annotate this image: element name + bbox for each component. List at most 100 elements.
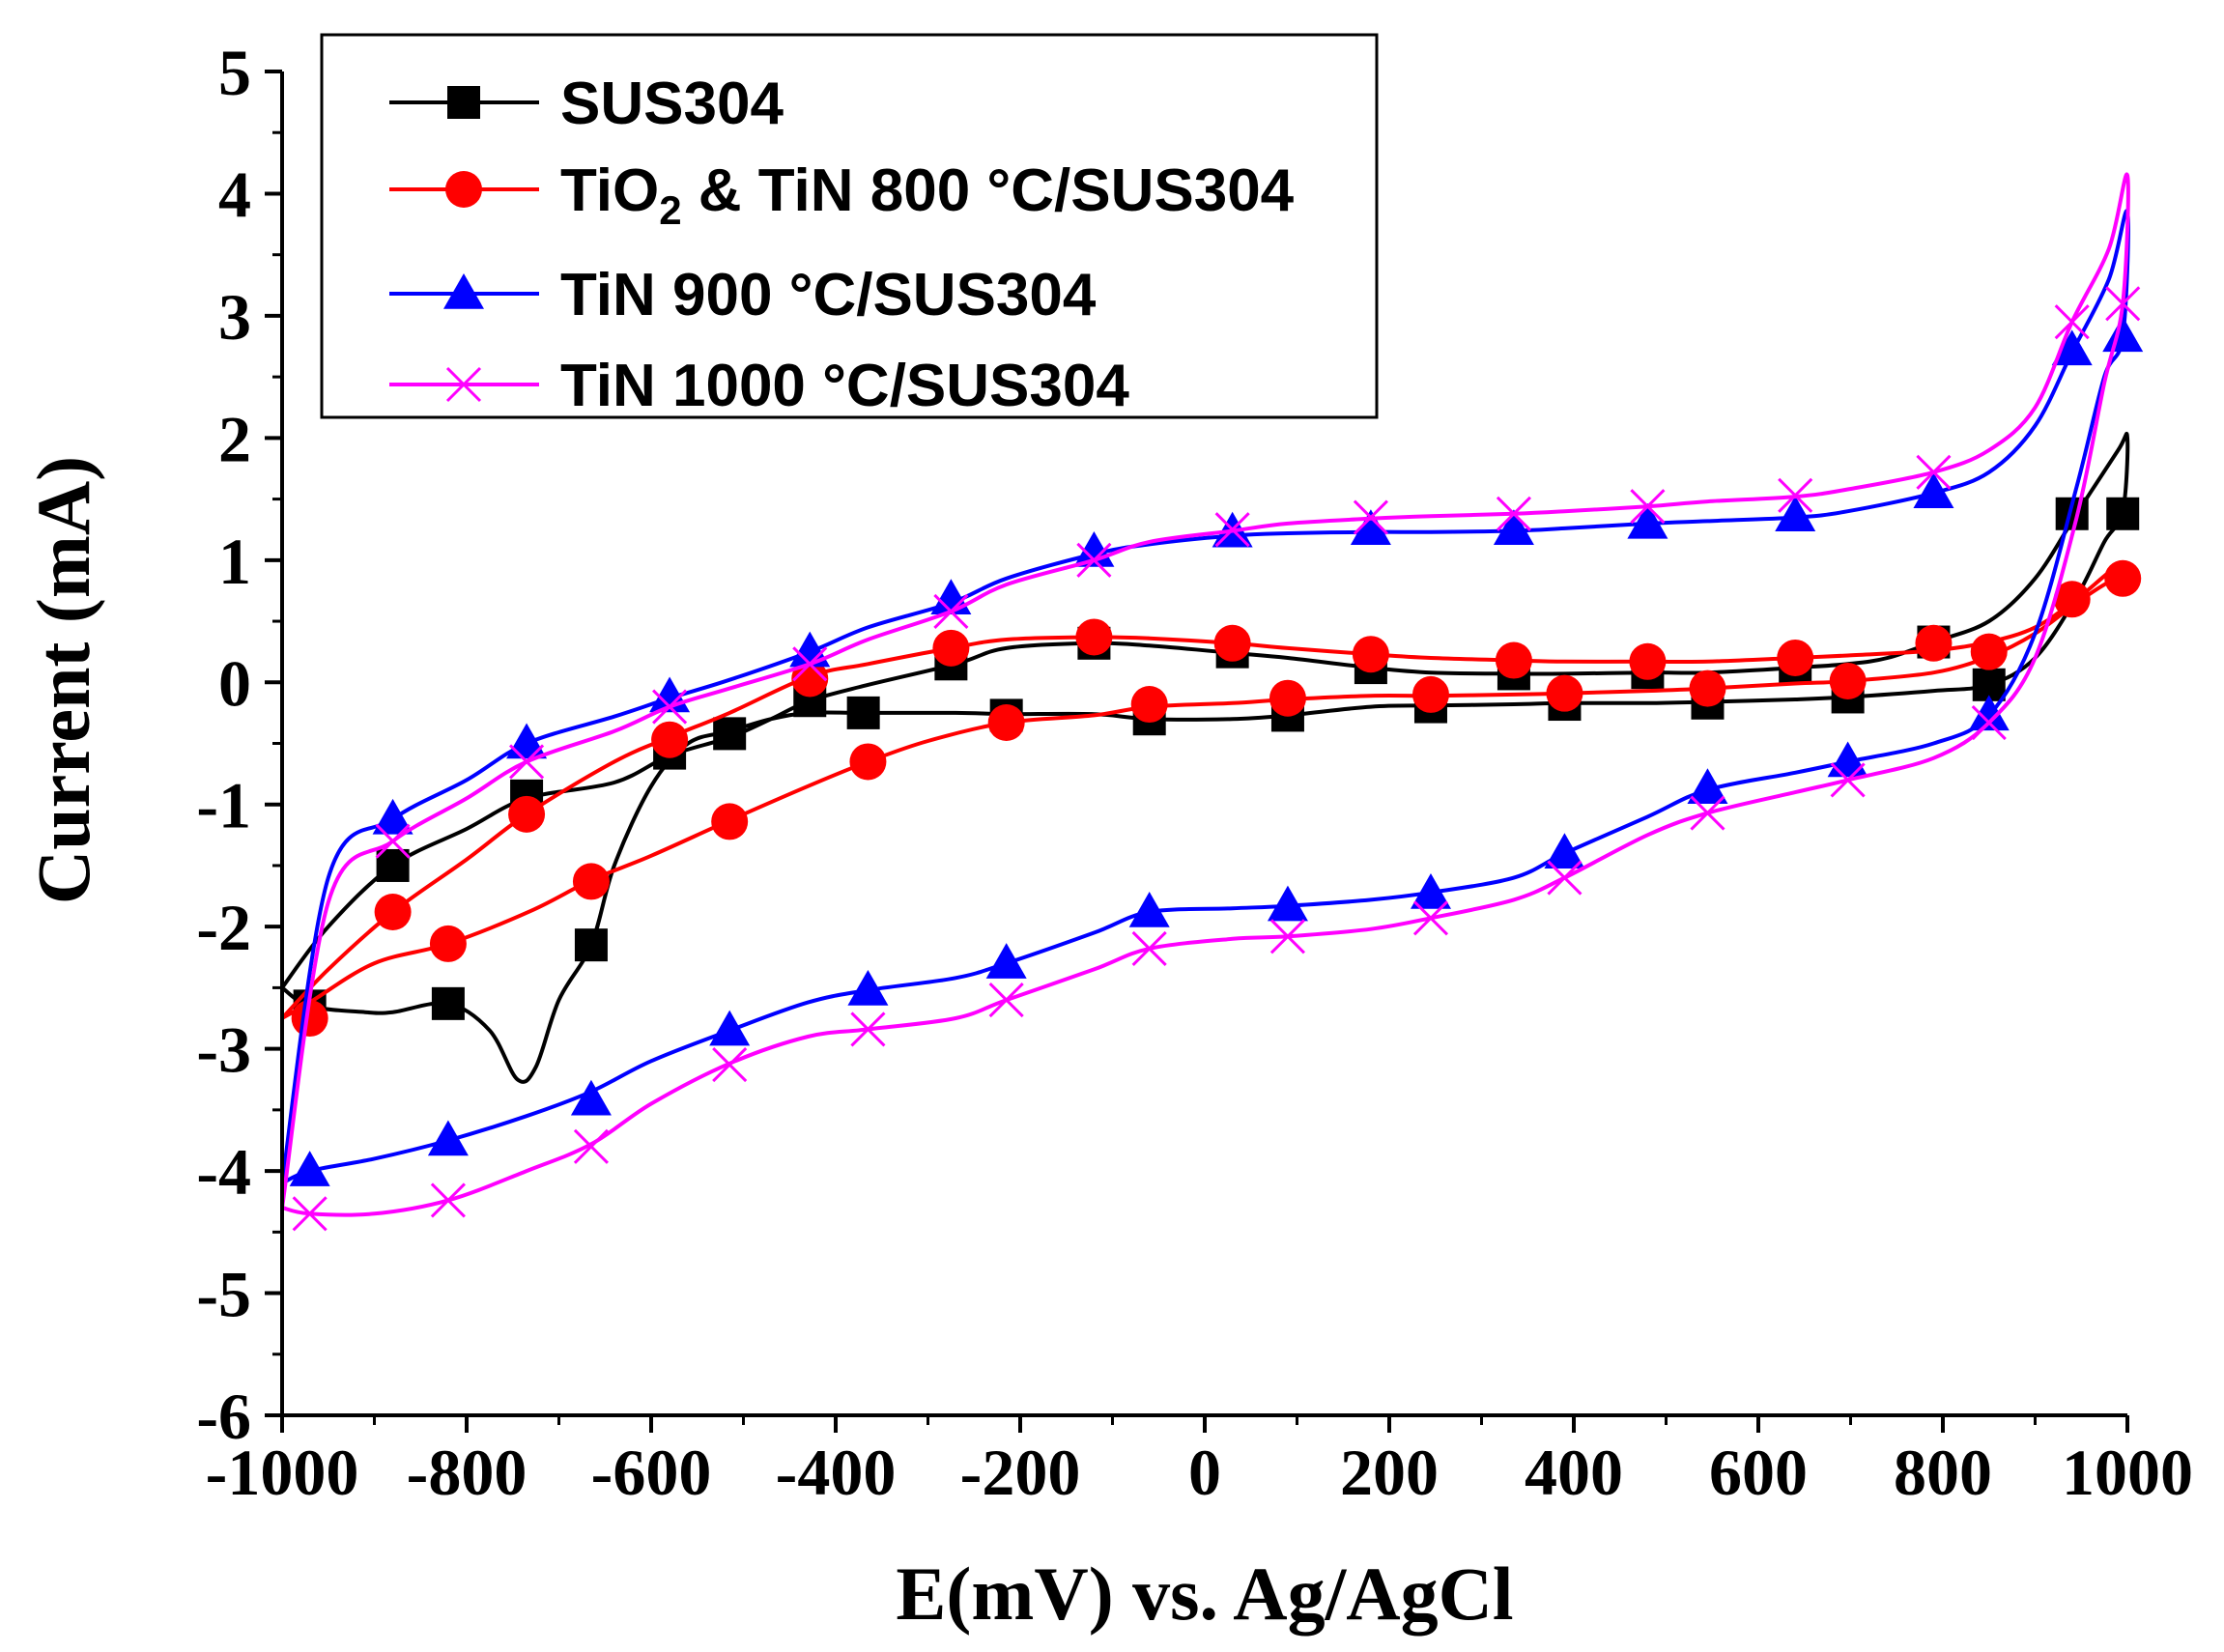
- x-tick-label-6: 200: [1340, 1436, 1439, 1509]
- series-3-marker-26: [2105, 286, 2141, 322]
- legend-item-0: SUS304: [389, 71, 784, 137]
- series-3-marker-23-stroke-b: [1916, 454, 1952, 490]
- y-tick-label-7: 1: [218, 525, 251, 598]
- y-tick-label-5: -1: [196, 769, 251, 842]
- plot-area: [280, 172, 2144, 1232]
- series-1-marker-23: [1915, 624, 1953, 662]
- series-3-marker-11-stroke-b: [1076, 542, 1112, 578]
- series-3-marker-19: [1630, 489, 1666, 525]
- series-2-marker-4: [570, 1079, 612, 1116]
- series-3-marker-22-stroke-b: [1830, 762, 1866, 798]
- series-3-marker-6-stroke-b: [712, 1047, 748, 1083]
- series-2-marker-21: [1775, 496, 1816, 532]
- y-tick-label-11: 5: [218, 36, 251, 109]
- legend-label-2: TiN 900 °C/SUS304: [560, 262, 1097, 328]
- series-3-marker-15-stroke-b: [1353, 499, 1388, 535]
- series-0-marker-1: [376, 848, 410, 882]
- series-3: [280, 172, 2141, 1232]
- y-tick-label-10: 4: [218, 157, 251, 231]
- series-3-marker-21: [1778, 477, 1813, 513]
- series-3-marker-7-stroke-b: [792, 646, 828, 682]
- legend-label-0: SUS304: [560, 71, 784, 137]
- series-3-marker-23: [1916, 454, 1952, 490]
- series-1-marker-16: [1411, 675, 1449, 713]
- series-3-marker-14-stroke-b: [1269, 919, 1306, 954]
- series-1-marker-15: [1352, 636, 1389, 673]
- series-2-marker-16: [1410, 873, 1451, 909]
- series-3-marker-4: [573, 1128, 609, 1164]
- series-3-marker-3-stroke-b: [509, 744, 545, 780]
- series-1-marker-9: [932, 629, 970, 667]
- series-1-marker-20: [1689, 669, 1726, 707]
- series-2-marker-19: [1627, 502, 1668, 539]
- series-3-marker-26-stroke-b: [2105, 286, 2141, 322]
- series-3-marker-18: [1547, 860, 1582, 896]
- series-3-marker-12: [1131, 930, 1167, 967]
- y-axis-title: Current (mA): [21, 456, 105, 904]
- series-3-marker-10-stroke-b: [988, 982, 1024, 1018]
- legend-swatch-marker-3: [445, 366, 482, 403]
- series-3-marker-8-stroke-b: [850, 1011, 886, 1047]
- series-3-marker-13-stroke-b: [1214, 512, 1250, 548]
- y-tick-label-9: 3: [218, 280, 251, 354]
- series-0-marker-8: [846, 696, 880, 729]
- series-1-marker-11: [1075, 618, 1113, 656]
- series-3-marker-20: [1690, 795, 1725, 831]
- series-3-marker-1-stroke-b: [375, 823, 411, 859]
- series-3-marker-20-stroke-b: [1690, 795, 1725, 831]
- series-2-marker-18: [1544, 833, 1585, 869]
- series-0-marker-26: [2106, 497, 2140, 530]
- series-3-marker-3: [509, 744, 545, 780]
- x-tick-label-10: 1000: [2062, 1436, 2193, 1509]
- series-1-marker-17: [1495, 641, 1532, 679]
- axes: -1000 -800 -600 -400 -200 0 200 400 600 800 1000 -6…: [196, 36, 2193, 1509]
- series-2-marker-26: [2102, 316, 2144, 353]
- series-3-marker-11: [1076, 542, 1112, 578]
- series-1-marker-13: [1213, 624, 1251, 662]
- series-2-marker-2: [427, 1120, 469, 1156]
- series-2-marker-12: [1128, 892, 1170, 927]
- x-tick-label-4: -200: [960, 1436, 1081, 1509]
- legend-swatch-marker-3-stroke-b: [445, 366, 482, 403]
- series-3-marker-2-stroke-b: [430, 1182, 466, 1218]
- legend-box: [320, 33, 1379, 419]
- y-tick-label-3: -3: [196, 1013, 251, 1087]
- x-tick-label-8: 600: [1709, 1436, 1808, 1509]
- series-1-marker-24: [1970, 633, 2008, 670]
- x-tick-label-7: 400: [1525, 1436, 1623, 1509]
- series-1-marker-18: [1546, 674, 1583, 712]
- series-3-marker-5: [652, 689, 688, 725]
- series-3-marker-24: [1971, 704, 2007, 741]
- series-3-marker-9: [933, 593, 969, 629]
- series-3-marker-0: [292, 1196, 328, 1232]
- series-3-marker-21-stroke-b: [1778, 477, 1813, 513]
- series-1-marker-12: [1130, 686, 1168, 724]
- series-1-marker-3: [508, 795, 546, 833]
- legend-item-2: TiN 900 °C/SUS304: [389, 262, 1097, 328]
- x-tick-label-3: -400: [776, 1436, 897, 1509]
- series-3-marker-13: [1214, 512, 1250, 548]
- series-1-marker-6: [711, 803, 749, 840]
- y-tick-label-1: -5: [196, 1258, 251, 1331]
- series-1-marker-14: [1269, 679, 1306, 717]
- series-3-marker-17: [1496, 496, 1531, 531]
- series-1-marker-10: [987, 704, 1025, 742]
- x-tick-label-0: -1000: [206, 1436, 359, 1509]
- series-line-1: [280, 563, 2130, 1020]
- legend-label-1: TiO2 & TiN 800 °C/SUS304: [560, 157, 1295, 233]
- series-3-marker-25: [2054, 304, 2090, 340]
- series-1-marker-21: [1777, 639, 1814, 676]
- series-0-marker-6: [713, 717, 747, 751]
- series-3-marker-15: [1353, 499, 1388, 535]
- series-3-marker-16-stroke-b: [1412, 900, 1449, 936]
- series-3-marker-10: [988, 982, 1024, 1018]
- y-tick-label-2: -4: [196, 1135, 251, 1209]
- series-3-marker-2: [430, 1182, 466, 1218]
- series-0-marker-2: [431, 986, 465, 1020]
- series-1-marker-1: [374, 894, 412, 931]
- series-2-marker-25: [2051, 329, 2093, 366]
- series-2-marker-20: [1687, 768, 1728, 805]
- x-tick-label-9: 800: [1894, 1436, 1992, 1509]
- series-2-marker-6: [709, 1010, 751, 1046]
- series-1-marker-25: [2053, 581, 2091, 618]
